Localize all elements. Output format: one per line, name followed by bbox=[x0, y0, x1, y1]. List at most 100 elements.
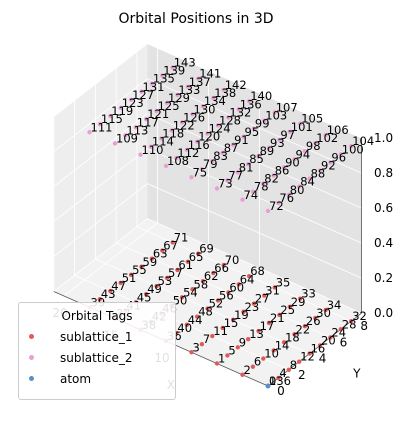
sublattice-1-point-label: 6 bbox=[254, 355, 261, 369]
grid-line-z bbox=[147, 218, 362, 314]
sublattice-1-point bbox=[328, 335, 333, 340]
legend-label-atom: atom bbox=[60, 371, 92, 386]
sublattice-2-point bbox=[87, 130, 92, 135]
sublattice-2-point bbox=[128, 97, 134, 103]
sublattice-2-point-label: 87 bbox=[224, 141, 239, 155]
y-tick-label: 6 bbox=[340, 335, 348, 349]
sublattice-1-point-label: 12 bbox=[300, 350, 315, 364]
sublattice-1-point-label: 23 bbox=[245, 300, 260, 314]
z-tick-label: 1.0 bbox=[374, 131, 393, 145]
sublattice-1-point bbox=[108, 288, 113, 294]
sublattice-2-point bbox=[297, 184, 302, 189]
sublattice-2-point bbox=[112, 141, 118, 146]
legend-item-atom: atom bbox=[19, 368, 175, 389]
sublattice-1-point bbox=[317, 343, 323, 348]
sublattice-2-point bbox=[196, 76, 201, 81]
sublattice-2-point bbox=[272, 110, 277, 115]
sublattice-2-point-label: 91 bbox=[234, 133, 249, 147]
sublattice-2-point-label: 115 bbox=[101, 112, 123, 126]
sublattice-2-point-label: 80 bbox=[290, 183, 305, 197]
sublattice-1-point-label: 24 bbox=[331, 325, 346, 339]
sublattice-2-point bbox=[189, 175, 194, 180]
sublattice-1-point-label: 7 bbox=[203, 332, 210, 346]
sublattice-2-point bbox=[163, 163, 169, 169]
sublattice-1-point-label: 52 bbox=[209, 297, 224, 311]
sublattice-2-point bbox=[328, 160, 333, 165]
sublattice-1-point bbox=[164, 275, 170, 281]
sublattice-1-point-label: 33 bbox=[301, 287, 316, 301]
sublattice-2-point-label: 79 bbox=[203, 157, 218, 171]
sublattice-2-point-label: 107 bbox=[276, 100, 298, 114]
sublattice-2-point bbox=[298, 121, 303, 126]
sublattice-2-point-label: 102 bbox=[316, 131, 338, 145]
sublattice-2-point-label: 86 bbox=[275, 163, 290, 177]
sublattice-1-point-label: 16 bbox=[311, 342, 326, 356]
sublattice-1-point bbox=[236, 282, 241, 287]
sublattice-2-point-label: 126 bbox=[183, 110, 205, 124]
sublattice-2-point bbox=[97, 121, 103, 127]
sublattice-1-point-label: 28 bbox=[342, 317, 357, 331]
sublattice-1-point-label: 44 bbox=[188, 313, 203, 327]
sublattice-2-point-label: 92 bbox=[321, 159, 336, 173]
sublattice-2-point bbox=[307, 176, 312, 181]
sublattice-2-point bbox=[139, 89, 144, 94]
sublattice-2-point-label: 124 bbox=[209, 122, 231, 136]
sublattice-2-point bbox=[214, 186, 220, 191]
sublattice-2-point-label: 78 bbox=[254, 180, 269, 194]
sublattice-1-point bbox=[118, 280, 123, 286]
sublattice-2-point bbox=[262, 118, 267, 123]
sublattice-2-point-label: 73 bbox=[218, 177, 233, 191]
sublattice-1-point bbox=[196, 251, 201, 256]
sublattice-2-point bbox=[220, 150, 225, 156]
sublattice-1-point bbox=[281, 340, 287, 345]
sublattice-2-point-label: 106 bbox=[327, 123, 349, 137]
sublattice-1-point-label: 22 bbox=[296, 322, 311, 336]
sublattice-1-point-label: 50 bbox=[173, 293, 188, 307]
sublattice-1-point bbox=[246, 337, 251, 342]
sublattice-2-point-label: 118 bbox=[162, 127, 184, 141]
sublattice-2-point-label: 141 bbox=[199, 67, 221, 81]
sublattice-2-point-label: 132 bbox=[229, 105, 251, 119]
y-tick-label: 0 bbox=[277, 384, 285, 398]
sublattice-2-point bbox=[277, 137, 282, 143]
y-tick-label: 8 bbox=[360, 319, 368, 333]
grid-line-z bbox=[147, 148, 362, 244]
grid-line-z bbox=[53, 113, 148, 187]
sublattice-2-point-label: 90 bbox=[285, 155, 300, 169]
sublattice-1-point bbox=[195, 314, 200, 319]
sublattice-2-point bbox=[286, 192, 291, 197]
sublattice-1-point bbox=[250, 364, 256, 369]
sublattice-2-point bbox=[200, 103, 206, 109]
sublattice-1-point-label: 55 bbox=[132, 263, 147, 277]
sublattice-1-point bbox=[200, 278, 206, 284]
sublattice-1-point-label: 21 bbox=[270, 311, 285, 325]
sublattice-2-point-label: 137 bbox=[189, 75, 211, 89]
sublattice-1-point bbox=[215, 298, 221, 303]
sublattice-1-point-label: 4 bbox=[279, 366, 286, 380]
sublattice-1-point-label: 17 bbox=[260, 319, 275, 333]
y-axis-label: Y bbox=[352, 367, 361, 381]
sublattice-2-point-label: 72 bbox=[269, 199, 284, 213]
sublattice-1-point bbox=[190, 287, 195, 292]
sublattice-2-point-label: 89 bbox=[260, 144, 275, 158]
sublattice-1-point-label: 32 bbox=[352, 309, 367, 323]
sublattice-1-point bbox=[175, 267, 180, 273]
sublattice-1-point bbox=[230, 317, 236, 323]
grid-line-z bbox=[53, 78, 148, 152]
sublattice-1-point bbox=[338, 327, 343, 332]
sublattice-1-point bbox=[139, 264, 144, 269]
sublattice-1-point-label: 70 bbox=[225, 253, 240, 267]
sublattice-2-point bbox=[169, 128, 174, 133]
sublattice-2-point bbox=[148, 144, 154, 149]
sublattice-1-point-label: 1 bbox=[218, 352, 225, 366]
sublattice-2-point-label: 129 bbox=[168, 91, 190, 105]
sublattice-1-point bbox=[241, 309, 246, 314]
sublattice-2-point-label: 119 bbox=[111, 104, 133, 118]
sublattice-1-point-label: 61 bbox=[178, 258, 193, 272]
sublattice-1-point-label: 63 bbox=[153, 247, 168, 261]
sublattice-2-point-label: 96 bbox=[331, 150, 346, 164]
sublattice-1-point bbox=[251, 301, 257, 306]
sublattice-2-point-label: 83 bbox=[213, 149, 228, 163]
legend-label-sublattice-1: sublattice_1 bbox=[60, 329, 133, 344]
sublattice-2-point-label: 97 bbox=[280, 128, 295, 142]
